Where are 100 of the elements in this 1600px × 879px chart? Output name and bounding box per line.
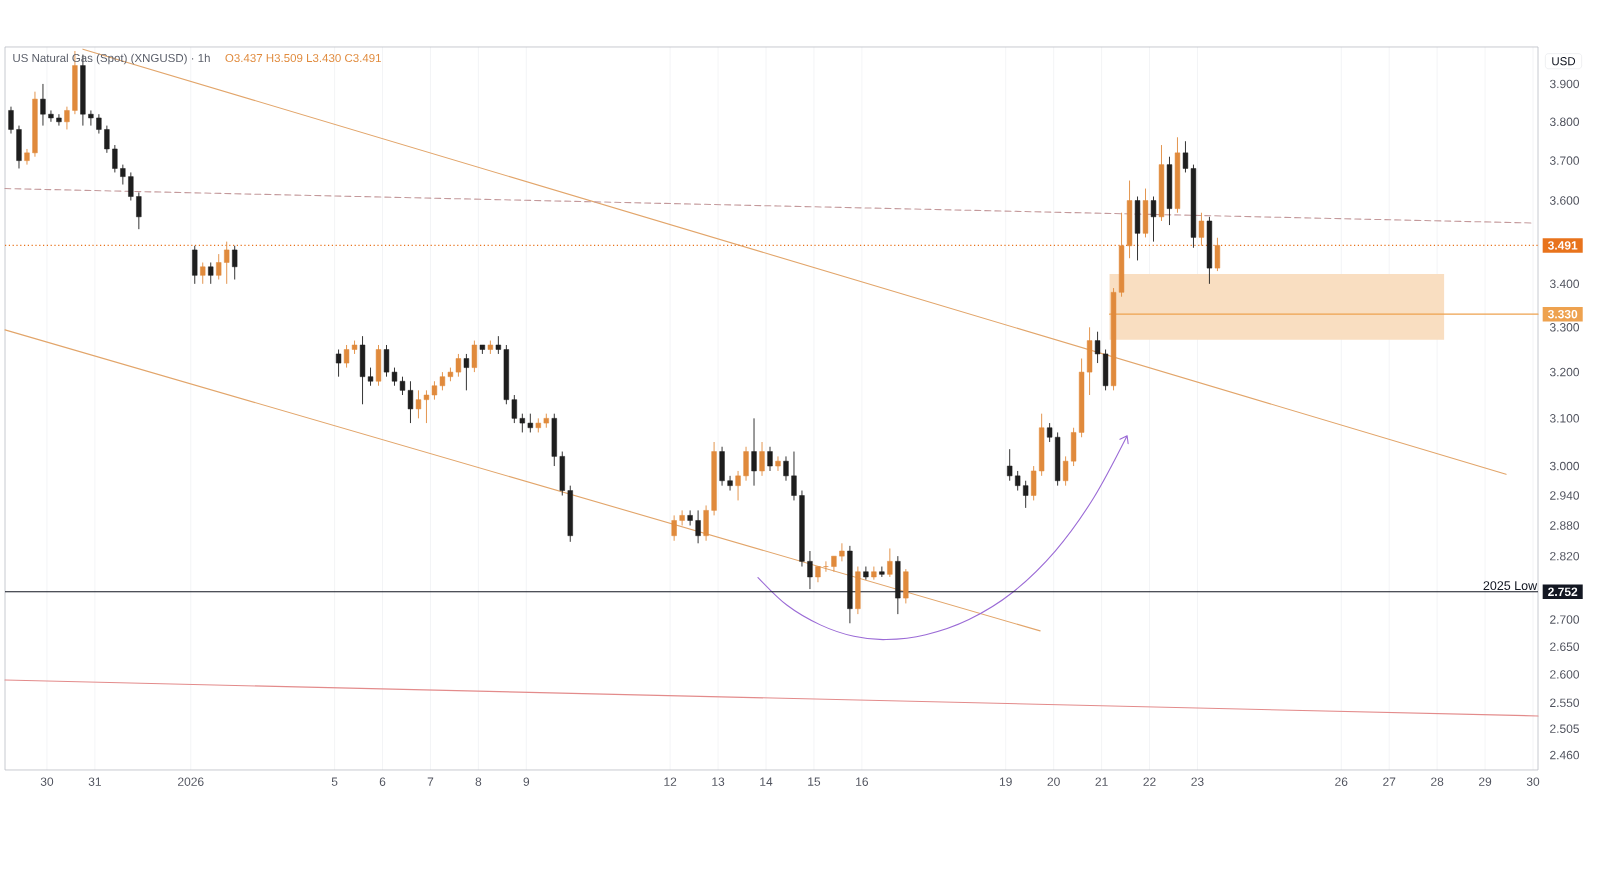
candlestick [224,241,230,285]
x-tick-label: 31 [88,777,101,786]
candlestick [88,110,94,127]
annotation: 2025 Low [1483,581,1538,591]
candlestick [64,106,70,130]
x-tick-label: 15 [808,777,821,786]
candlestick [120,164,126,185]
x-tick-label: 28 [1431,777,1444,786]
x-tick-label: 9 [523,777,530,786]
x-tick-label: 2026 [178,777,204,786]
ref-line-label: 3.491 [1547,241,1578,250]
candlestick [1007,448,1013,482]
candlestick [767,446,773,472]
x-tick-label: 12 [664,777,677,786]
candlestick [671,514,677,542]
y-tick-label: 3.800 [1549,117,1580,127]
x-tick-label: 6 [379,777,386,786]
y-tick-label: 2.550 [1550,698,1580,707]
y-tick-label: 3.200 [1549,367,1580,377]
candlestick [1046,422,1053,443]
ref-line-label: 2.752 [1548,587,1578,596]
candlestick [751,417,757,487]
x-tick-label: 19 [999,777,1012,786]
y-tick-label: 2.460 [1550,750,1580,760]
candlestick [56,113,62,127]
candlestick [471,340,478,373]
candlestick [1015,470,1021,491]
candlestick [863,566,869,581]
candlestick [871,566,877,581]
y-tick-label: 3.100 [1549,414,1580,423]
x-tick-label: 7 [427,777,434,786]
y-tick-label: 2.505 [1550,724,1579,733]
y-tick-label: 3.700 [1549,156,1580,165]
candlestick [439,371,446,391]
y-tick-label: 3.000 [1549,461,1580,471]
x-tick-label: 30 [1526,777,1540,786]
x-tick-label: 29 [1478,777,1492,786]
candlestick [1150,196,1157,243]
x-tick-label: 8 [475,777,482,786]
y-tick-label: 3.600 [1549,196,1580,205]
series-label: 3.330 [1547,309,1578,319]
candlestick [735,470,741,501]
candlestick [791,451,797,501]
y-tick-label: 2.650 [1550,642,1580,651]
candlestick [775,455,781,472]
candlestick [40,83,46,127]
x-tick-label: 30 [40,777,54,786]
x-tick-label: 22 [1143,777,1156,786]
candlestick [463,353,470,391]
candlestick [1198,212,1205,247]
candlestick [783,455,789,482]
candlestick [759,441,765,477]
candlestick [208,262,214,285]
candlestick [335,349,342,378]
candlestick [343,344,350,369]
y-tick-label: 2.600 [1550,670,1580,679]
candlestick [679,509,685,526]
candlestick [887,548,893,578]
x-tick-label: 13 [712,777,725,786]
y-tick-label: 3.900 [1549,79,1580,89]
y-tick-label: 2.700 [1550,615,1580,624]
candlestick [96,113,102,134]
candlestick [1062,455,1069,487]
candlestick [839,542,845,562]
y-tick-label: 3.400 [1549,279,1580,289]
candlestick [8,106,14,134]
x-tick-label: 21 [1095,777,1108,786]
x-tick-label: 5 [331,777,338,786]
candlestick [687,509,693,526]
y-tick-label: 2.940 [1550,491,1580,500]
y-tick-label: 2.820 [1550,551,1580,561]
chart-subtitle: O3.437 H3.509 L3.430 C3.491 [225,53,381,63]
x-tick-label: 26 [1335,777,1348,786]
candlestick [112,144,118,173]
x-tick-label: 23 [1191,777,1204,786]
candlestick [104,125,110,154]
candlestick [1094,331,1101,364]
candlestick [48,110,54,123]
candlestick [511,394,517,424]
candlestick [1214,237,1221,272]
y-tick-label: 3.300 [1549,323,1580,332]
y-tick-label: 2.880 [1550,521,1580,530]
candlestick [216,253,222,280]
x-tick-label: 27 [1383,777,1396,786]
candlestick [200,262,206,285]
candlestick [136,192,142,230]
candlestick [519,413,525,433]
x-tick-label: 16 [856,777,869,786]
candlestick [527,413,533,433]
candlestick [455,353,462,378]
candlestick [879,566,885,578]
candlestick [807,550,813,590]
candlestick [24,148,30,166]
candlestick [727,475,733,491]
candlestick [695,509,701,544]
candlestick [1023,480,1029,509]
y-axis-title: USD [1552,57,1576,66]
x-tick-label: 20 [1047,777,1060,786]
candlestick [128,172,134,201]
candlestick [232,245,238,280]
